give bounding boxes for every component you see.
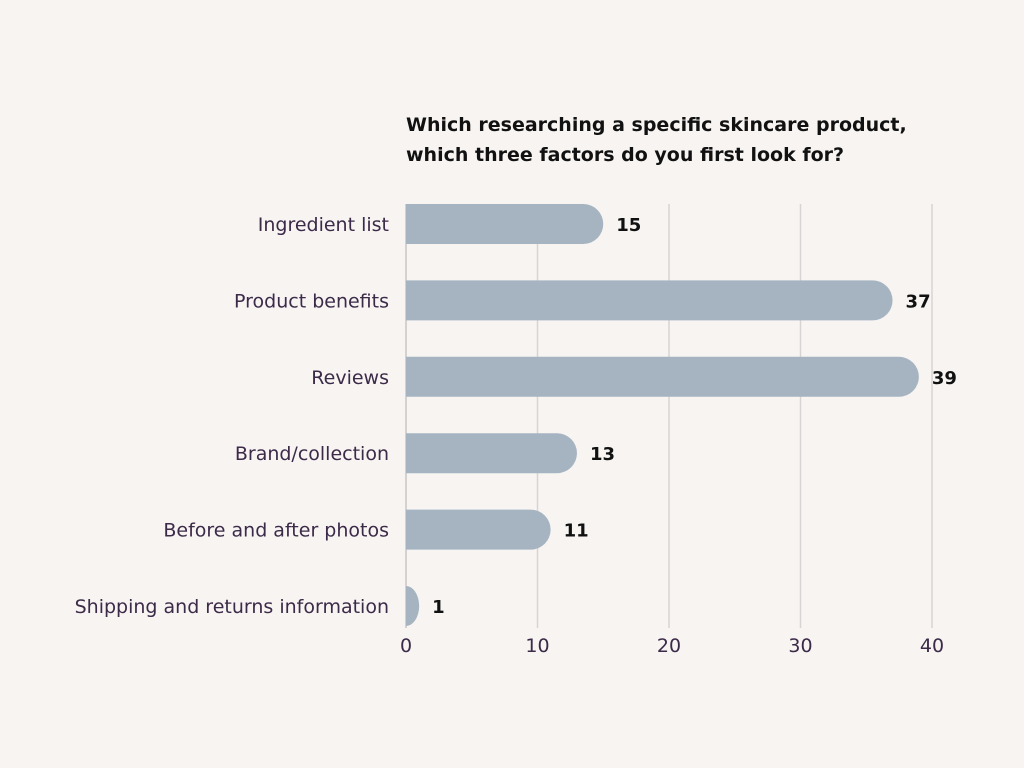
bar-reviews	[406, 356, 919, 397]
x-axis-ticks: 0 10 20 30 40	[400, 635, 944, 657]
category-label: Product benefits	[234, 290, 389, 312]
category-label: Ingredient list	[258, 214, 389, 236]
x-tick-label: 10	[525, 635, 549, 657]
bar-product-benefits	[406, 280, 893, 321]
bars	[406, 204, 919, 626]
chart-title-line-1: Which researching a specific skincare pr…	[406, 114, 907, 136]
x-tick-label: 40	[920, 635, 944, 657]
bar-ingredient-list	[406, 204, 604, 244]
bar-brand-collection	[406, 433, 577, 474]
category-label: Brand/collection	[235, 443, 389, 465]
chart-title-line-2: which three factors do you first look fo…	[406, 144, 844, 166]
x-tick-label: 30	[788, 635, 812, 657]
value-label: 37	[906, 291, 931, 312]
bar-before-and-after-photos	[406, 509, 551, 550]
x-tick-label: 20	[657, 635, 681, 657]
bar-shipping-and-returns-information	[406, 586, 420, 626]
x-tick-label: 0	[400, 635, 412, 657]
value-label: 39	[932, 368, 957, 389]
category-label: Shipping and returns information	[75, 596, 389, 618]
gridlines	[405, 204, 933, 628]
chart-title: Which researching a specific skincare pr…	[406, 114, 907, 166]
value-label: 15	[616, 215, 641, 236]
category-label: Before and after photos	[163, 520, 389, 542]
value-label: 11	[564, 521, 589, 542]
value-label: 1	[432, 597, 445, 618]
category-labels: Ingredient list Product benefits Reviews Br…	[75, 214, 389, 618]
category-label: Reviews	[311, 367, 389, 389]
value-label: 13	[590, 444, 615, 465]
